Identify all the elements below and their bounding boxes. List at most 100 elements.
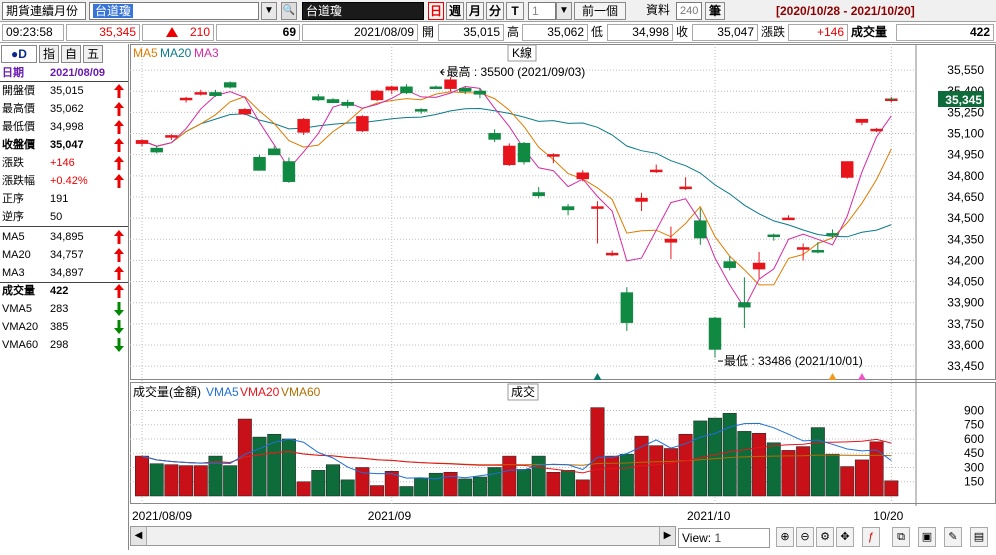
price-tick-label: 34,200	[947, 253, 984, 267]
candle-up	[635, 197, 648, 202]
data-row-value: 35,047	[50, 139, 84, 151]
vma20-legend: VMA20	[240, 385, 280, 399]
volume-bar	[663, 448, 678, 497]
pan-icon[interactable]: ✥	[836, 527, 854, 547]
candle-down	[150, 147, 163, 153]
data-count-input[interactable]: 240	[676, 2, 702, 20]
close-label: 收	[676, 25, 689, 39]
change-label: 漲跌	[761, 25, 786, 39]
horizontal-scrollbar[interactable]: ◀ ▶	[130, 526, 676, 546]
candle-up	[503, 145, 516, 166]
volume-bar	[531, 455, 546, 497]
period-tick-button[interactable]: T	[506, 2, 524, 20]
volume-bar	[678, 433, 693, 497]
stock-chart[interactable]: 33,450 33,600 33,750 33,900 34,050 34,200 34,3…	[130, 44, 996, 550]
volume-tick-label: 450	[964, 446, 984, 460]
candle-up	[605, 252, 619, 256]
data-row-label: 正序	[2, 193, 24, 205]
candle-up	[370, 90, 384, 101]
candle-down	[414, 109, 428, 112]
kline-panel-label: K線	[512, 45, 532, 60]
ma3-line	[141, 85, 892, 309]
signal-marker-icon	[857, 373, 866, 380]
period-month-button[interactable]: 月	[466, 2, 484, 20]
volume-value: 422	[896, 24, 994, 41]
quote-last-price: 35,345	[66, 24, 140, 41]
candle-down	[312, 96, 325, 101]
zoom-out-icon[interactable]: ⊖	[796, 527, 814, 547]
up-arrow-icon	[114, 248, 124, 262]
scroll-right-button[interactable]: ▶	[659, 527, 675, 545]
up-arrow-icon	[114, 138, 124, 152]
prev-button[interactable]: 前一個	[574, 2, 626, 20]
current-price-box	[938, 90, 984, 107]
x-axis-label: 2021/10	[687, 509, 731, 523]
tab-custom[interactable]: 自	[61, 45, 81, 63]
max-arrow-icon	[440, 68, 445, 76]
formula-icon[interactable]: ƒ	[862, 527, 880, 547]
data-count-unit-button[interactable]: 筆	[705, 2, 725, 20]
volume-bar	[590, 407, 605, 497]
period-minute-button[interactable]: 分	[486, 2, 504, 20]
date-value: 2021/08/09	[50, 67, 106, 79]
up-arrow-icon	[114, 102, 124, 116]
vma5-legend: VMA5	[206, 385, 239, 399]
drawing-tools-icon[interactable]: ▤	[970, 527, 988, 547]
data-row-label: 逆序	[2, 211, 24, 223]
candle-down	[811, 250, 825, 253]
data-row-vma60: VMA60 298	[0, 336, 128, 354]
price-tick-label: 34,800	[947, 169, 984, 183]
date-label: 日期	[2, 67, 24, 79]
data-row-收盤價: 收盤價 35,047	[0, 136, 128, 154]
candle-up	[165, 135, 178, 138]
symbol-input[interactable]: 台道瓊	[89, 2, 259, 20]
panel-tabs: ●D 指 自 五	[0, 44, 128, 64]
tab-d[interactable]: ●D	[1, 45, 37, 63]
candle-down	[400, 86, 413, 94]
settings-icon[interactable]: ⚙	[816, 527, 834, 547]
candle-down	[517, 142, 531, 163]
candle-up	[841, 161, 854, 178]
interval-select[interactable]: 1	[528, 2, 556, 20]
tab-five[interactable]: 五	[83, 45, 103, 63]
candle-up	[444, 79, 457, 89]
draw-pen-icon[interactable]: ✎	[944, 527, 962, 547]
scroll-left-button[interactable]: ◀	[131, 527, 147, 545]
tab-index[interactable]: 指	[39, 45, 59, 63]
volume-bar	[149, 463, 164, 497]
volume-bar	[693, 420, 708, 497]
volume-bar	[267, 433, 282, 497]
data-row-正序: 正序 191	[0, 190, 128, 208]
interval-dropdown-button[interactable]: ▼	[556, 2, 572, 20]
search-icon[interactable]: 🔍	[281, 2, 297, 20]
volume-bar	[370, 485, 385, 497]
period-week-button[interactable]: 週	[446, 2, 464, 20]
row-separator	[0, 282, 128, 283]
candle-down	[268, 148, 281, 156]
window-icon[interactable]: ▣	[918, 527, 936, 547]
zoom-in-icon[interactable]: ⊕	[776, 527, 794, 547]
volume-bar	[458, 478, 473, 497]
data-row-label: 成交量	[2, 285, 35, 297]
copy-icon[interactable]: ⧉	[892, 527, 910, 547]
data-row-value: 34,998	[50, 121, 84, 133]
view-count-box[interactable]: View: 1	[678, 528, 770, 548]
candle-down	[561, 206, 575, 211]
volume-bar	[517, 469, 531, 497]
min-annotation: 最低 : 33486 (2021/10/01)	[724, 354, 863, 368]
view-count-value: 1	[714, 531, 722, 545]
quote-time: 09:23:58	[2, 24, 64, 41]
ma5-line	[141, 91, 892, 286]
price-tick-label: 33,600	[947, 338, 984, 352]
candle-up	[664, 238, 678, 243]
product-type-select[interactable]: 期貨連續月份	[2, 2, 86, 20]
volume-bar	[884, 480, 899, 497]
symbol-dropdown-button[interactable]: ▼	[261, 2, 277, 20]
candle-down	[341, 102, 354, 106]
volume-tick-label: 750	[964, 418, 984, 432]
candle-up	[870, 128, 883, 132]
candle-up	[547, 154, 560, 157]
period-day-button[interactable]: 日	[428, 2, 444, 20]
volume-bar	[311, 470, 326, 497]
candle-down	[473, 90, 487, 95]
